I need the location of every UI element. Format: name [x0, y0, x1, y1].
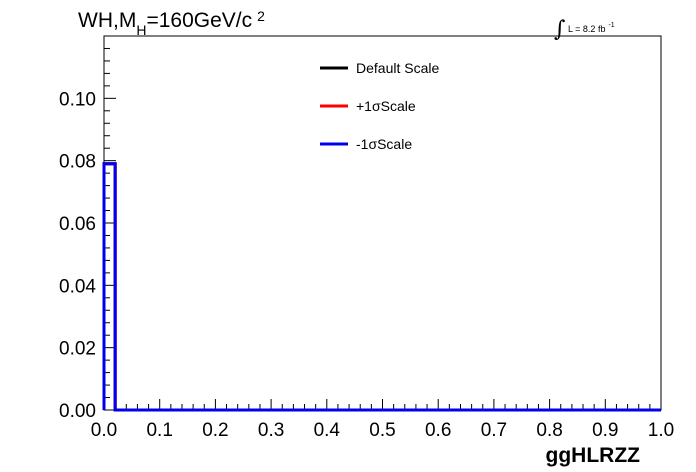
- x-tick-label: 1.0: [648, 420, 674, 441]
- x-tick-label: 0.5: [369, 420, 395, 441]
- x-tick-label: 0.3: [258, 420, 284, 441]
- lumi-label: L = 8.2 fb -1: [568, 22, 615, 34]
- x-axis-label: ggHLRZZ: [546, 444, 641, 467]
- x-axis: 0.0 0.1 0.2 0.3 0.4 0.5 0.6 0.7 0.8 0.9 1.0: [91, 399, 674, 441]
- legend: Default Scale +1σScale -1σScale: [320, 60, 439, 152]
- y-tick-label: 0.10: [59, 89, 96, 110]
- x-tick-label: 0.7: [481, 420, 507, 441]
- lumi-integral-symbol: ∫: [554, 17, 566, 42]
- y-tick-label: 0.02: [59, 339, 96, 360]
- title-main: WH,M: [78, 9, 136, 32]
- y-tick-label: 0.04: [59, 276, 96, 297]
- histogram-series: [102, 162, 661, 412]
- histogram-line-2: [102, 162, 661, 412]
- legend-label: -1σScale: [356, 136, 412, 152]
- x-tick-label: 0.0: [91, 420, 117, 441]
- y-axis: 0.00 0.02 0.04 0.06 0.08 0.10: [59, 35, 116, 422]
- title-subscript: H: [136, 22, 146, 38]
- y-tick-label: 0.08: [59, 152, 96, 173]
- x-tick-label: 0.2: [202, 420, 228, 441]
- plot-frame: [103, 35, 662, 411]
- x-tick-label: 0.8: [536, 420, 562, 441]
- x-tick-label: 0.1: [146, 420, 172, 441]
- histogram-line-1: [102, 162, 661, 412]
- x-tick-label: 0.6: [425, 420, 451, 441]
- chart-title: WH,MH=160GeV/c 2: [78, 8, 265, 38]
- legend-label: Default Scale: [356, 60, 439, 76]
- x-tick-label: 0.4: [314, 420, 341, 441]
- y-tick-label: 0.00: [59, 401, 96, 422]
- title-superscript: 2: [257, 8, 265, 24]
- title-rest: =160GeV/c: [146, 9, 252, 32]
- x-tick-label: 0.9: [592, 420, 618, 441]
- legend-label: +1σScale: [356, 98, 416, 114]
- histogram-line-3: [102, 162, 661, 412]
- y-tick-label: 0.06: [59, 214, 96, 235]
